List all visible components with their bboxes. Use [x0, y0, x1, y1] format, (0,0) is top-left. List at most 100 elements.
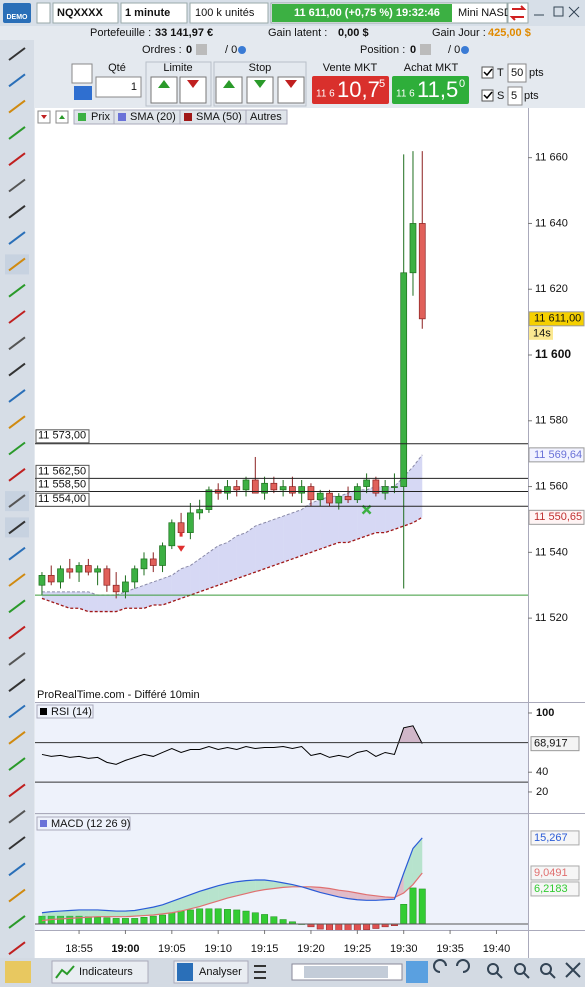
candle-body	[372, 479, 380, 494]
sma50-line	[41, 516, 423, 613]
candle-body	[270, 482, 278, 491]
macd-band	[116, 911, 126, 917]
tool-icon	[8, 888, 26, 903]
symbol-select[interactable]	[52, 2, 119, 24]
window-controls[interactable]	[534, 6, 580, 18]
legend-others[interactable]	[245, 109, 288, 125]
macd-hist	[121, 918, 129, 925]
s-input[interactable]	[507, 86, 523, 106]
legend-sma50-text: SMA (50)	[196, 111, 242, 123]
t-check[interactable]	[481, 66, 494, 79]
candle-body	[187, 512, 194, 533]
limit-group	[145, 61, 212, 107]
tool-icon	[8, 573, 26, 587]
macd-hist	[168, 912, 176, 925]
zoom-icons[interactable]	[433, 959, 581, 979]
macd-hist	[261, 914, 269, 925]
orders-icon[interactable]	[196, 44, 207, 55]
macd-band	[153, 904, 163, 915]
macd-band	[246, 880, 256, 894]
limit-label: Limite	[163, 62, 192, 74]
sma20-flag-box	[528, 447, 585, 463]
macd-hist	[363, 923, 371, 930]
limit-buy-glyph	[158, 80, 170, 88]
star-box[interactable]	[36, 2, 51, 24]
sma-band	[394, 476, 404, 530]
macd-hist	[400, 904, 408, 925]
position-gear[interactable]	[461, 46, 469, 54]
interval: 1 minute	[125, 7, 170, 19]
demo-text: DEMO	[7, 14, 29, 21]
draw-tool[interactable]	[5, 961, 31, 983]
candle-body	[224, 486, 231, 494]
tool-icon	[8, 389, 26, 403]
macd-band	[218, 883, 228, 901]
candle-body	[381, 486, 389, 494]
x-tick-label: 19:25	[344, 943, 372, 955]
position-icon[interactable]	[420, 44, 431, 55]
rsi-panel	[35, 703, 528, 813]
refresh-icon[interactable]	[507, 2, 529, 24]
candle-body	[344, 496, 352, 501]
macd-band	[41, 911, 52, 921]
candle-body	[400, 272, 408, 487]
menu-icon[interactable]	[254, 965, 266, 979]
sma-band	[69, 591, 80, 609]
macd-hist	[251, 912, 259, 925]
sma-band	[310, 499, 321, 553]
candle-body	[38, 575, 46, 586]
sma-band	[375, 486, 386, 533]
interval-select[interactable]	[120, 2, 188, 24]
s-check[interactable]	[481, 89, 494, 102]
buy-main: 11,5	[417, 77, 458, 102]
stop-glyphs	[223, 80, 266, 88]
y-tick-label: 11 520	[535, 612, 568, 624]
settings-button[interactable]	[71, 63, 93, 84]
candle-body	[168, 522, 176, 547]
portfolio-label: Portefeuille :	[90, 27, 151, 39]
qty-label: Qté	[108, 62, 126, 74]
indicators: Indicateurs	[79, 966, 133, 978]
macd-title-box	[36, 816, 131, 831]
macd-flag-box	[530, 830, 580, 846]
t-input[interactable]	[507, 63, 527, 83]
candle-body	[177, 522, 185, 533]
y-tick-label: 11 540	[535, 546, 568, 558]
x-tick-label: 18:55	[65, 943, 93, 955]
keypad-button[interactable]	[74, 86, 92, 100]
macd-band	[338, 890, 349, 899]
macd-hist	[103, 917, 111, 925]
macd-flag: 15,267	[534, 832, 568, 844]
sync-icon[interactable]	[406, 961, 428, 983]
macd-flag-box	[530, 881, 580, 897]
level-label-box	[35, 492, 90, 507]
buy-button[interactable]	[392, 76, 469, 104]
sell-button[interactable]	[312, 76, 389, 104]
sma-band	[348, 489, 358, 543]
analyze: Analyser	[199, 966, 242, 978]
orders-gear[interactable]	[238, 46, 246, 54]
scroll-thumb[interactable]	[304, 966, 388, 978]
sma-band	[116, 591, 126, 612]
sma50-flag-box	[528, 509, 585, 525]
indicators-button[interactable]	[51, 960, 149, 984]
macd-band	[97, 909, 107, 917]
qty-input[interactable]	[95, 76, 142, 98]
legend-prix-text: Prix	[91, 111, 110, 123]
macd-hist	[196, 908, 204, 925]
tool-icon	[8, 73, 26, 88]
macd-band	[106, 910, 117, 917]
level-label: 11 573,00	[38, 430, 86, 442]
macd-band	[51, 911, 61, 920]
candle-body	[289, 486, 296, 494]
macd-band	[236, 880, 247, 896]
macd-band	[255, 880, 265, 892]
demo-icon[interactable]	[3, 3, 31, 23]
tool-icon	[8, 915, 26, 929]
legend-up	[59, 115, 65, 119]
sell-signal	[177, 532, 186, 552]
units-select[interactable]	[189, 2, 269, 24]
rsi-line	[41, 725, 423, 765]
y-tick-label: 40	[536, 766, 548, 778]
sma-band	[236, 532, 247, 579]
